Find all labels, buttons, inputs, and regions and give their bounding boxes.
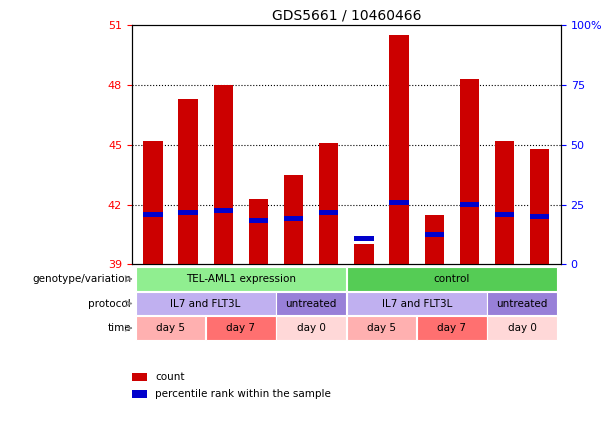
Bar: [276, 292, 346, 316]
Bar: [425, 232, 444, 237]
Bar: [132, 390, 147, 398]
Text: untreated: untreated: [286, 299, 337, 308]
Bar: [354, 244, 373, 264]
Bar: [284, 217, 303, 221]
Bar: [347, 316, 416, 340]
Bar: [143, 212, 162, 217]
Bar: [347, 292, 487, 316]
Bar: [460, 79, 479, 264]
Bar: [135, 316, 205, 340]
Bar: [347, 267, 557, 291]
Text: control: control: [433, 274, 470, 284]
Bar: [276, 316, 346, 340]
Bar: [389, 201, 409, 205]
Bar: [487, 292, 557, 316]
Bar: [213, 85, 233, 264]
Bar: [178, 210, 198, 215]
Bar: [460, 203, 479, 207]
Text: day 5: day 5: [367, 323, 396, 333]
Text: day 5: day 5: [156, 323, 185, 333]
Bar: [487, 316, 557, 340]
Text: time: time: [107, 323, 131, 333]
Bar: [143, 141, 162, 264]
Text: day 7: day 7: [437, 323, 466, 333]
Bar: [249, 218, 268, 223]
Text: TEL-AML1 expression: TEL-AML1 expression: [186, 274, 296, 284]
Bar: [284, 175, 303, 264]
Bar: [213, 209, 233, 213]
Bar: [389, 36, 409, 264]
Bar: [249, 199, 268, 264]
Bar: [425, 214, 444, 264]
Bar: [495, 141, 514, 264]
Text: day 0: day 0: [297, 323, 326, 333]
Text: genotype/variation: genotype/variation: [32, 274, 131, 284]
Text: IL7 and FLT3L: IL7 and FLT3L: [170, 299, 241, 308]
Bar: [178, 99, 198, 264]
Bar: [206, 316, 276, 340]
Bar: [135, 292, 276, 316]
Text: untreated: untreated: [497, 299, 548, 308]
Bar: [135, 267, 346, 291]
Text: day 7: day 7: [226, 323, 256, 333]
Bar: [132, 374, 147, 381]
Text: count: count: [156, 372, 185, 382]
Text: day 0: day 0: [508, 323, 536, 333]
Bar: [495, 212, 514, 217]
Bar: [319, 210, 338, 215]
Text: IL7 and FLT3L: IL7 and FLT3L: [381, 299, 452, 308]
Bar: [417, 316, 487, 340]
Title: GDS5661 / 10460466: GDS5661 / 10460466: [272, 9, 421, 23]
Text: percentile rank within the sample: percentile rank within the sample: [156, 389, 331, 399]
Bar: [530, 149, 549, 264]
Bar: [530, 214, 549, 219]
Bar: [319, 143, 338, 264]
Bar: [354, 236, 373, 241]
Text: protocol: protocol: [88, 299, 131, 308]
